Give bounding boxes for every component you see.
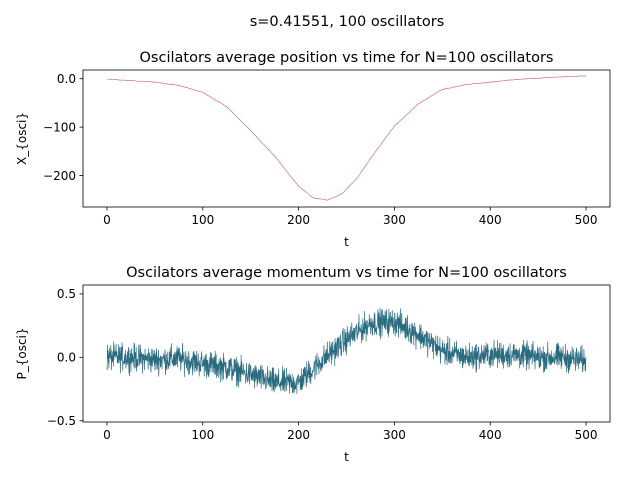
y-tick-label: −200 — [43, 169, 76, 183]
chart-title: Oscilators average momentum vs time for … — [126, 265, 567, 281]
axes-frame — [82, 284, 611, 423]
x-tick-label: 300 — [383, 213, 406, 227]
x-tick-label: 0 — [103, 428, 111, 442]
x-tick-label: 400 — [479, 428, 502, 442]
x-tick-label: 400 — [479, 213, 502, 227]
momentum-chart: Oscilators average momentum vs time for … — [15, 265, 611, 464]
x-tick-label: 200 — [287, 428, 310, 442]
chart-title: Oscilators average position vs time for … — [140, 50, 554, 66]
x-tick-label: 100 — [191, 213, 214, 227]
y-tick-label: −100 — [43, 120, 76, 134]
axes-frame — [82, 69, 611, 208]
x-tick-label: 200 — [287, 213, 310, 227]
figure-suptitle: s=0.41551, 100 oscillators — [250, 14, 445, 30]
x-tick-label: 500 — [575, 213, 598, 227]
y-axis-label: X_{osci} — [15, 112, 29, 165]
y-tick-label: 0.5 — [57, 287, 76, 301]
y-tick-label: 0.0 — [57, 72, 76, 86]
x-axis-label: t — [344, 450, 349, 464]
y-axis-label: P_{osci} — [15, 327, 29, 379]
y-tick-label: −0.5 — [47, 414, 76, 428]
x-axis-label: t — [344, 235, 349, 249]
series-line — [106, 75, 587, 201]
x-tick-label: 500 — [575, 428, 598, 442]
position-chart: Oscilators average position vs time for … — [15, 50, 611, 249]
x-tick-label: 100 — [191, 428, 214, 442]
x-tick-label: 300 — [383, 428, 406, 442]
x-tick-label: 0 — [103, 213, 111, 227]
y-tick-label: 0.0 — [57, 351, 76, 365]
series-line — [106, 307, 587, 394]
